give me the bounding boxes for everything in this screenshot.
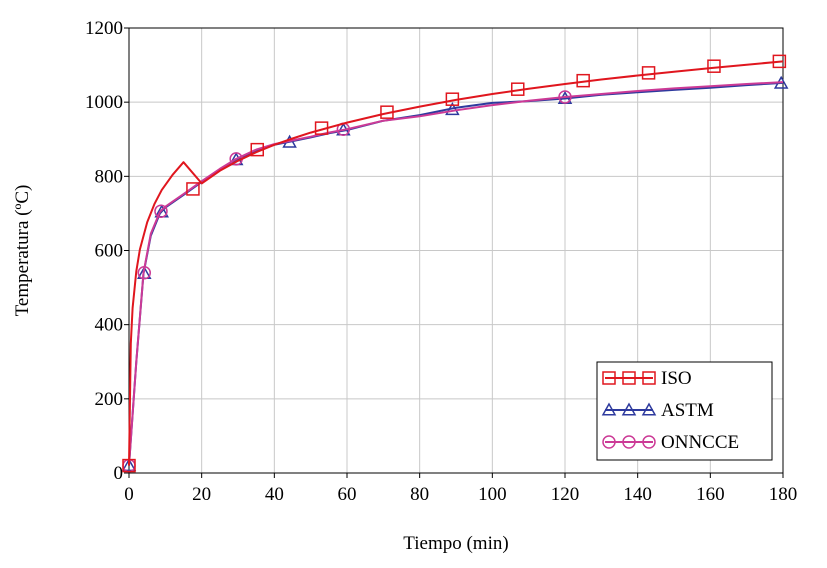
legend: ISO ASTM ONNCCE [596, 361, 773, 461]
legend-marker [642, 435, 656, 449]
data-point-onncce [558, 90, 572, 104]
y-tick-label: 0 [114, 463, 124, 484]
data-point-onncce [154, 204, 168, 218]
legend-item-onncce: ONNCCE [602, 432, 739, 453]
y-axis-ticks: 0 200 400 600 800 1000 1200 [85, 18, 129, 484]
data-point-iso [314, 121, 329, 135]
legend-marker [622, 371, 636, 385]
x-tick-label: 120 [551, 484, 580, 505]
data-point-iso [186, 182, 200, 196]
data-point-iso [445, 92, 460, 106]
x-tick-label: 0 [124, 484, 134, 505]
x-tick-label: 160 [696, 484, 725, 505]
legend-marker [641, 402, 657, 416]
y-tick-label: 1200 [85, 18, 123, 39]
legend-marker [622, 435, 636, 449]
series-line-iso [128, 60, 784, 466]
legend-label: ONNCCE [661, 432, 739, 453]
data-point-iso [250, 142, 265, 157]
x-tick-label: 80 [410, 484, 429, 505]
x-tick-label: 60 [338, 484, 357, 505]
x-tick-label: 180 [769, 484, 798, 505]
x-tick-label: 140 [623, 484, 652, 505]
legend-marker [602, 435, 616, 449]
legend-marker [621, 402, 637, 416]
x-tick-label: 100 [478, 484, 507, 505]
x-tick-label: 40 [265, 484, 284, 505]
data-point-iso [707, 59, 721, 73]
y-tick-label: 400 [95, 315, 124, 336]
legend-label: ASTM [661, 400, 714, 421]
y-tick-label: 600 [95, 241, 124, 262]
data-point-astm [445, 102, 460, 116]
data-point-iso [772, 54, 787, 69]
legend-marker [642, 371, 656, 385]
series-layer [121, 54, 789, 473]
legend-item-astm: ASTM [601, 400, 714, 421]
legend-marker [601, 402, 617, 416]
data-point-astm [121, 458, 137, 472]
x-axis-ticks: 0 20 40 60 80 100 120 140 160 180 [124, 473, 797, 505]
x-tick-label: 20 [192, 484, 211, 505]
y-tick-label: 1000 [85, 92, 123, 113]
series-iso [122, 54, 787, 473]
y-axis-label: Temperatura (ºC) [12, 185, 33, 317]
data-point-iso [380, 105, 394, 119]
legend-label: ISO [661, 368, 692, 389]
y-tick-label: 200 [95, 389, 124, 410]
data-point-iso [122, 458, 136, 473]
legend-item-iso: ISO [602, 368, 692, 389]
data-point-iso [576, 73, 590, 88]
data-point-iso [511, 82, 525, 96]
legend-marker [602, 371, 616, 385]
data-point-onncce [137, 266, 152, 280]
data-point-iso [641, 66, 656, 80]
x-axis-label: Tiempo (min) [403, 533, 508, 554]
y-tick-label: 800 [95, 166, 124, 187]
